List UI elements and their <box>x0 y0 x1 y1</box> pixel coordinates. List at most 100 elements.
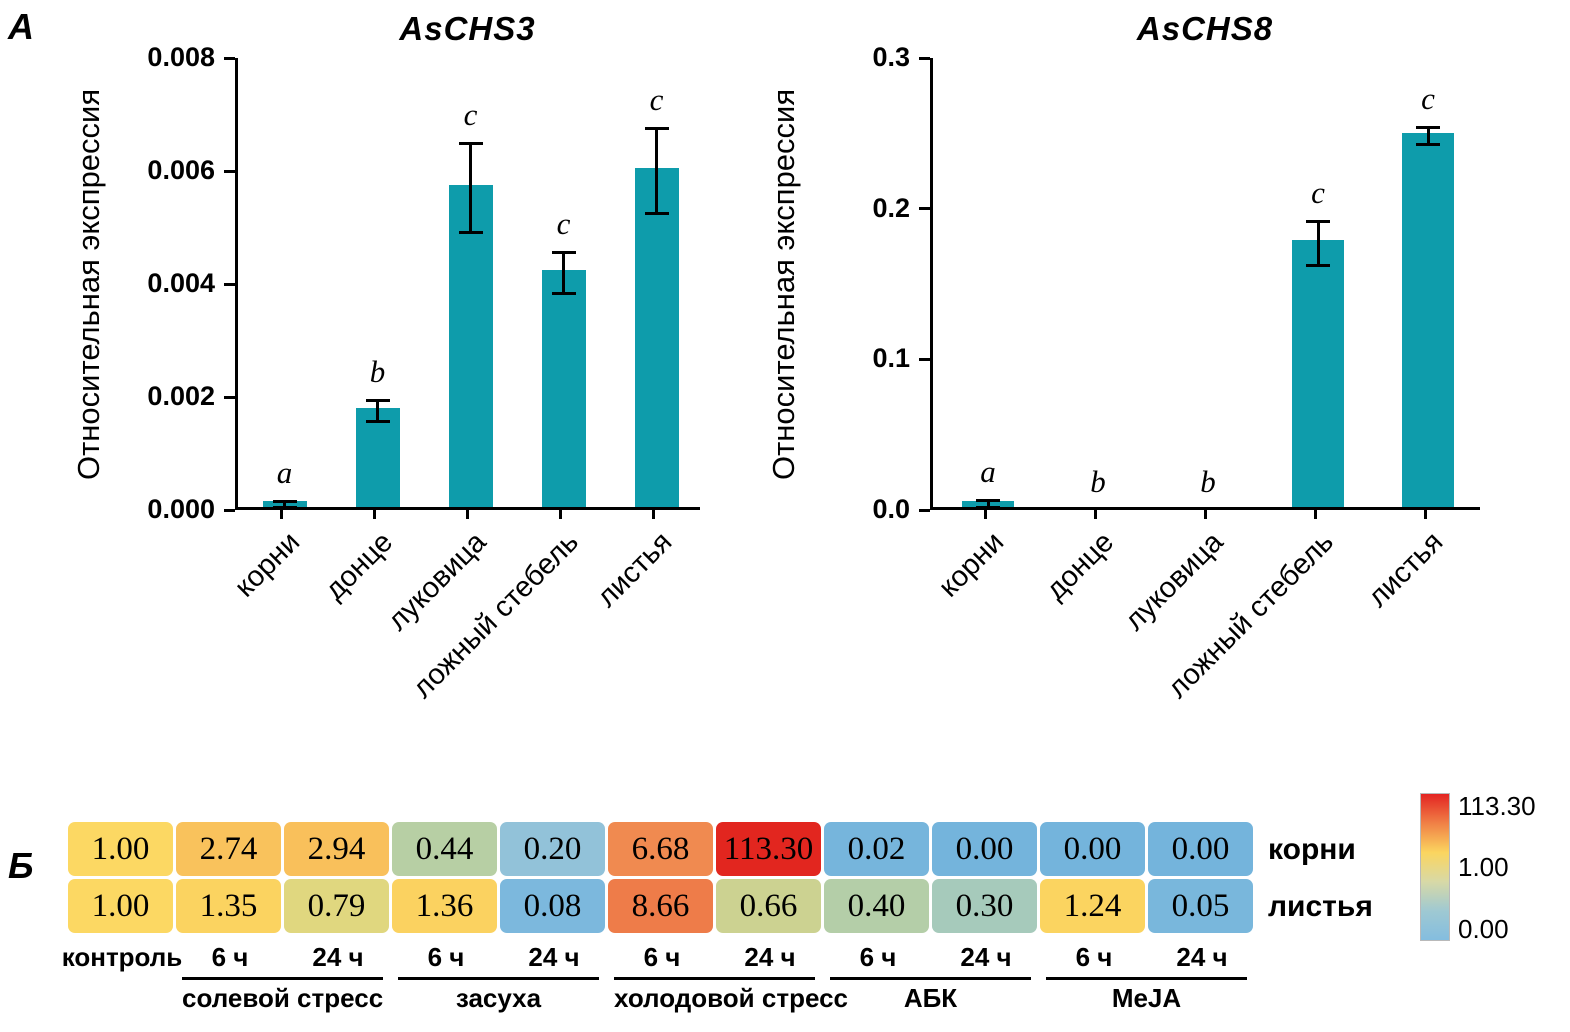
error-bar-line <box>986 500 990 508</box>
sig-letter: c <box>1311 174 1325 210</box>
x-tick-mark <box>983 510 987 519</box>
time-label: 6 ч <box>211 942 249 972</box>
heatmap-cell: 0.05 <box>1148 879 1253 933</box>
y-tick-mark <box>224 169 235 173</box>
bar <box>541 269 586 507</box>
plot-area: a b c c c <box>235 58 700 510</box>
error-bar-line <box>376 399 379 423</box>
y-tick-label: 0.000 <box>147 494 215 524</box>
time-label: 6 ч <box>859 942 897 972</box>
time-label: 24 ч <box>1176 942 1228 972</box>
heatmap-cell: 0.08 <box>500 879 605 933</box>
group-underline <box>614 977 815 980</box>
error-bar-cap <box>644 211 669 215</box>
x-tick-mark <box>1093 510 1097 519</box>
bar <box>634 168 679 507</box>
bar <box>1292 240 1344 507</box>
heatmap-cell: 2.94 <box>284 822 389 876</box>
group-label: АБК <box>903 983 958 1013</box>
sig-letter: c <box>1421 81 1435 117</box>
error-bar-cap <box>365 420 390 424</box>
x-tick-mark <box>280 510 283 519</box>
y-tick-label: 0.008 <box>147 42 215 72</box>
error-bar-cap <box>458 231 483 235</box>
heatmap-cell: 1.24 <box>1040 879 1145 933</box>
y-tick-mark <box>919 56 930 60</box>
bar <box>355 408 400 507</box>
error-bar-line <box>283 500 286 508</box>
error-bar-cap <box>272 499 297 503</box>
time-label: 6 ч <box>427 942 465 972</box>
bar-chart-aschs8: AsCHS8 Относительная экспрессия a b b c c 0.0 0.… <box>750 8 1510 798</box>
heatmap-cell: 0.00 <box>932 822 1037 876</box>
y-tick-mark <box>224 508 235 512</box>
sig-letter: a <box>980 454 996 490</box>
y-tick-mark <box>224 56 235 60</box>
chart-title: AsCHS8 <box>1136 10 1274 47</box>
y-tick-mark <box>919 357 930 361</box>
error-bar-cap <box>551 250 576 254</box>
y-tick-label: 0.3 <box>872 42 910 72</box>
heatmap-cell: 1.00 <box>68 879 173 933</box>
sig-letter: b <box>369 353 386 389</box>
bar <box>1402 133 1454 507</box>
heatmap-cell: 6.68 <box>608 822 713 876</box>
error-bar-line <box>1316 220 1320 266</box>
heatmap-cell: 1.35 <box>176 879 281 933</box>
heatmap-cell: 8.66 <box>608 879 713 933</box>
x-tick-mark <box>1423 510 1427 519</box>
sig-letter: c <box>463 96 478 132</box>
x-tick-mark <box>1203 510 1207 519</box>
x-tick-mark <box>373 510 376 519</box>
heatmap-cell: 0.66 <box>716 879 821 933</box>
heatmap-cell: 0.40 <box>824 879 929 933</box>
error-bar-line <box>1426 127 1430 146</box>
y-tick-label: 0.002 <box>147 381 215 411</box>
heatmap-cell: 0.44 <box>392 822 497 876</box>
y-tick-mark <box>919 508 930 512</box>
heatmap-cell: 0.20 <box>500 822 605 876</box>
time-label: 24 ч <box>528 942 580 972</box>
error-bar-cap <box>272 505 297 509</box>
time-label: 6 ч <box>1075 942 1113 972</box>
heatmap-cell: 0.30 <box>932 879 1037 933</box>
time-label: контроль <box>61 942 183 972</box>
heatmap-row-label: корни <box>1268 833 1356 866</box>
error-bar-cap <box>458 141 483 145</box>
x-tick-mark <box>1313 510 1317 519</box>
bar <box>448 184 493 507</box>
heatmap-cell: 1.36 <box>392 879 497 933</box>
sig-letter: a <box>276 454 293 490</box>
sig-letter: c <box>556 205 571 241</box>
heatmap-cell: 0.00 <box>1040 822 1145 876</box>
x-tick-mark <box>466 510 469 519</box>
time-label: 6 ч <box>643 942 681 972</box>
group-label: солевой стресс <box>182 983 384 1013</box>
y-tick-label: 0.004 <box>147 268 215 298</box>
heatmap-cell: 113.30 <box>716 822 821 876</box>
error-bar-cap <box>1306 263 1330 267</box>
error-bar-cap <box>365 398 390 402</box>
plot-area: a b b c c <box>930 58 1480 510</box>
time-label: 24 ч <box>312 942 364 972</box>
heatmap-cell: 2.74 <box>176 822 281 876</box>
colorbar-tick-label: 0.00 <box>1458 914 1509 944</box>
heatmap-cell: 0.02 <box>824 822 929 876</box>
colorbar-tick-label: 113.30 <box>1458 791 1536 821</box>
time-label: 24 ч <box>744 942 796 972</box>
group-underline <box>398 977 599 980</box>
x-tick-mark <box>559 510 562 519</box>
chart-title: AsCHS3 <box>399 10 536 47</box>
error-bar-cap <box>551 291 576 295</box>
y-tick-mark <box>224 282 235 286</box>
group-underline <box>1046 977 1247 980</box>
panel-b-label: Б <box>8 845 34 886</box>
colorbar <box>1420 793 1450 941</box>
group-label: холодовой стресс <box>614 983 848 1013</box>
sig-letter: c <box>649 82 664 118</box>
error-bar-cap <box>644 127 669 131</box>
group-underline <box>830 977 1031 980</box>
sig-letter: b <box>1090 464 1106 499</box>
